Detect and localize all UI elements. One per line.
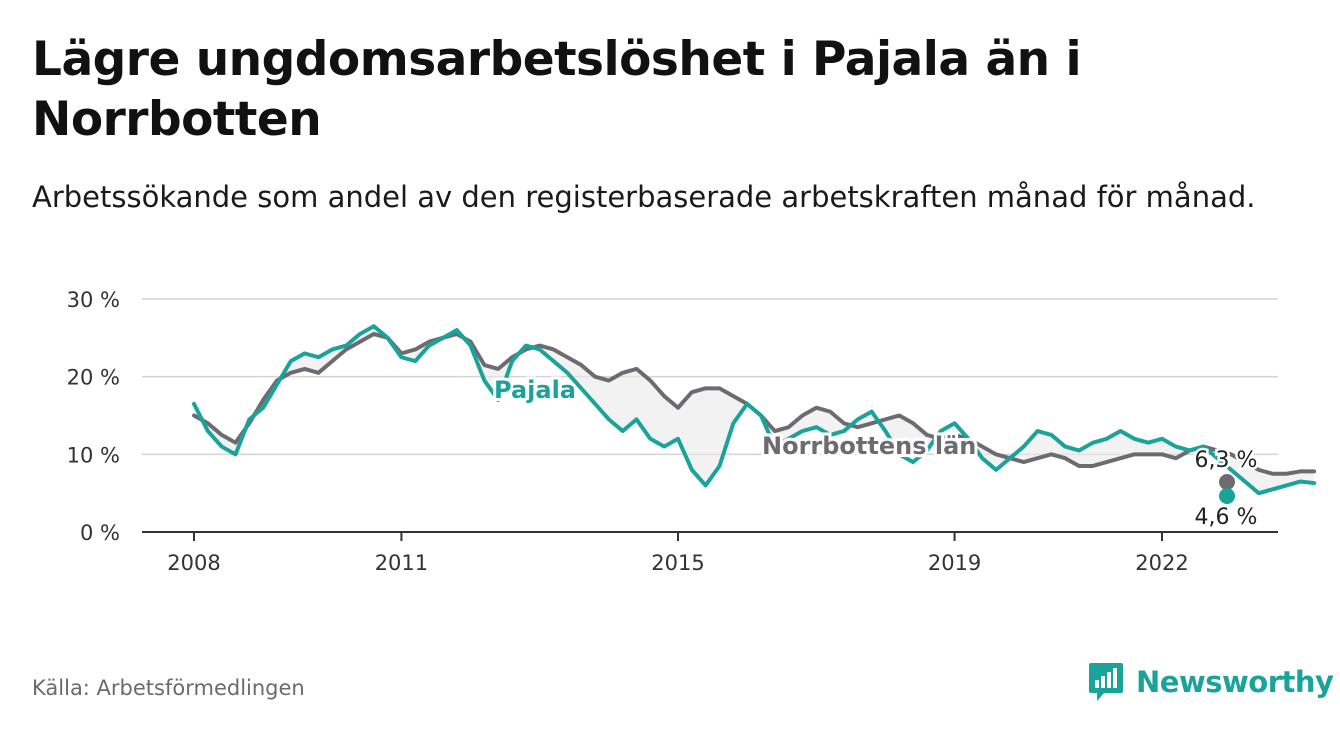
chart-subtitle: Arbetssökande som andel av den registerb… [32,180,1256,214]
x-tick-label: 2019 [928,551,981,575]
pajala-series-label: Pajala [494,376,576,404]
chart-title: Lägre ungdomsarbetslöshet i Pajala än i … [32,32,1082,147]
x-tick-label: 2015 [651,551,704,575]
x-tick-label: 2011 [375,551,428,575]
y-tick-label: 20 % [67,366,120,390]
y-tick-label: 10 % [67,443,120,467]
pajala-end-dot [1219,488,1235,504]
source-note: Källa: Arbetsförmedlingen [32,676,305,700]
newsworthy-logo-icon [1089,663,1123,701]
x-tick-label: 2008 [167,551,220,575]
difference-area [194,326,1315,494]
brand-name: Newsworthy [1136,665,1334,699]
series-line-norrbottens-län [192,331,1317,476]
y-tick-label: 30 % [67,288,120,312]
pajala-end-label: 4,6 % [1195,505,1258,530]
brand-logo: Newsworthy [1088,660,1334,704]
x-tick-label: 2022 [1135,551,1188,575]
norrbotten-end-dot [1219,474,1235,490]
series-line-pajala [192,324,1317,496]
norrbotten-end-label: 6,3 % [1195,448,1258,473]
norrbotten-series-label: Norrbottens län [762,432,976,460]
y-tick-label: 0 % [80,521,120,545]
